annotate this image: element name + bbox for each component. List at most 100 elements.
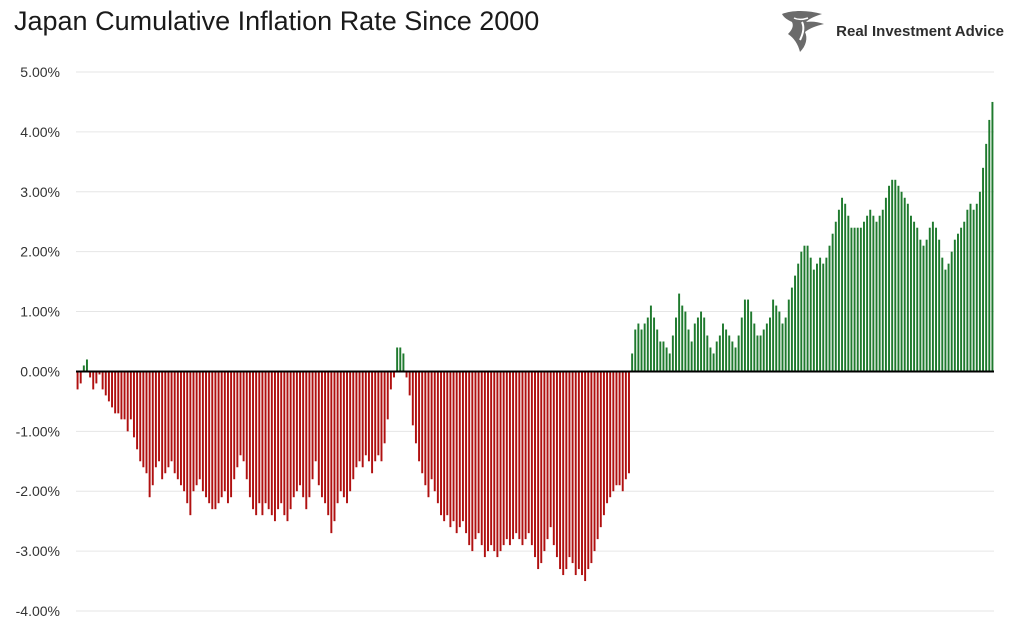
bar: [487, 371, 489, 552]
bar: [129, 371, 132, 420]
bar: [574, 371, 577, 576]
bar: [762, 329, 765, 372]
bar: [468, 371, 471, 546]
bar: [502, 371, 505, 546]
bar: [449, 371, 452, 528]
bar: [828, 245, 831, 372]
bar: [872, 215, 875, 372]
bar: [358, 371, 361, 462]
bar: [778, 311, 781, 372]
bar: [765, 323, 768, 372]
bar: [678, 293, 681, 372]
bar: [399, 347, 402, 372]
bar: [775, 305, 778, 372]
bar: [919, 239, 922, 372]
bar: [132, 371, 135, 438]
bar: [859, 227, 862, 372]
bar: [452, 371, 455, 522]
bar: [628, 371, 630, 474]
bar: [646, 317, 649, 372]
bar: [189, 371, 192, 516]
bar: [853, 227, 856, 372]
bar: [963, 221, 966, 372]
bar: [552, 371, 555, 546]
bar: [784, 317, 787, 372]
bar: [145, 371, 148, 474]
bars: [76, 101, 994, 582]
bar: [195, 371, 198, 486]
bar: [320, 371, 323, 498]
bar: [208, 371, 211, 504]
bar: [255, 371, 258, 516]
bar: [593, 371, 596, 552]
bar: [76, 371, 79, 390]
bar: [615, 371, 618, 486]
bar: [916, 227, 919, 372]
bar: [490, 371, 493, 546]
y-tick-label: 4.00%: [20, 124, 60, 140]
bar: [690, 341, 693, 372]
bar: [158, 371, 160, 462]
bar: [743, 299, 746, 372]
bar: [969, 203, 972, 372]
bar: [92, 371, 95, 390]
bar: [975, 203, 978, 372]
bar: [891, 179, 894, 372]
bar: [681, 305, 684, 372]
bar: [101, 371, 104, 390]
bar: [910, 215, 912, 372]
bar: [587, 371, 590, 570]
bar: [493, 371, 496, 552]
bar: [151, 371, 154, 486]
bar: [308, 371, 311, 498]
bar: [111, 371, 113, 408]
bar: [866, 215, 869, 372]
bar: [79, 371, 82, 384]
bar: [327, 371, 330, 516]
bar: [440, 371, 442, 516]
bar: [787, 299, 790, 372]
bar: [114, 371, 117, 414]
bar: [402, 353, 405, 372]
bar: [261, 371, 264, 516]
bar: [377, 371, 380, 456]
bar: [534, 371, 536, 558]
bar: [750, 311, 753, 372]
bar: [812, 269, 815, 372]
y-tick-label: -1.00%: [16, 423, 60, 439]
bar: [505, 371, 508, 540]
bar: [483, 371, 486, 558]
bar: [418, 371, 421, 462]
bar: [888, 185, 891, 372]
bar: [305, 371, 308, 510]
bar: [831, 233, 834, 372]
bar: [154, 371, 157, 468]
y-tick-label: 2.00%: [20, 244, 60, 260]
brand-logo: Real Investment Advice: [778, 8, 1004, 54]
bar: [380, 371, 383, 462]
bar: [953, 239, 956, 372]
bar: [599, 371, 602, 528]
bar: [515, 371, 518, 534]
bar: [759, 335, 762, 372]
bar: [725, 329, 728, 372]
bar: [167, 371, 170, 468]
bar: [938, 239, 941, 372]
bar: [518, 371, 521, 540]
bar: [653, 317, 656, 372]
bar: [524, 371, 527, 540]
bar: [634, 329, 637, 372]
bar: [512, 371, 515, 540]
bar: [565, 371, 568, 570]
bar: [352, 371, 355, 480]
bar: [931, 221, 934, 372]
bar: [922, 245, 925, 372]
bar: [631, 353, 634, 372]
bar: [568, 371, 571, 558]
bar: [790, 287, 793, 372]
bar: [430, 371, 433, 480]
bar: [233, 371, 236, 480]
bar: [988, 119, 991, 372]
bar: [982, 167, 984, 372]
bar: [346, 371, 348, 504]
